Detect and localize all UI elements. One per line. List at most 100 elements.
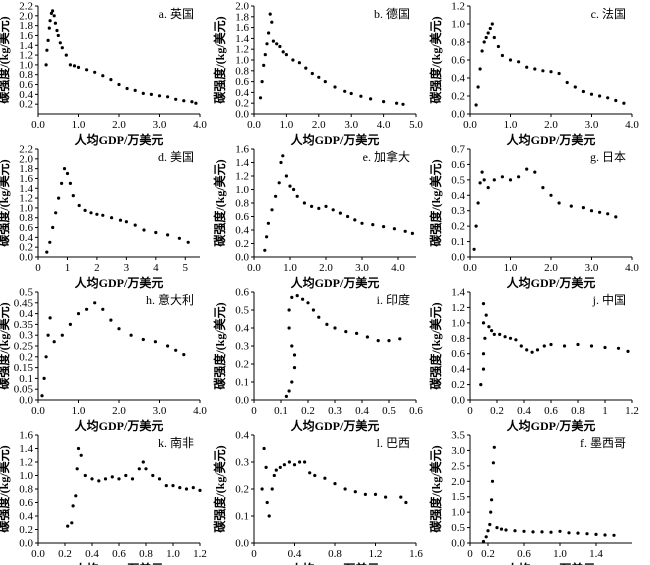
x-tick-label: 1.4	[589, 548, 603, 560]
data-point	[355, 331, 359, 335]
x-tick-label: 2.0	[112, 405, 126, 417]
data-point	[581, 206, 586, 210]
data-point	[263, 248, 267, 252]
data-point	[513, 529, 517, 533]
data-point	[369, 97, 373, 101]
y-tick-label: 3.5	[451, 430, 465, 442]
data-point	[557, 71, 561, 76]
data-point	[290, 344, 294, 348]
x-axis-label: 人均GDP/万美元	[291, 275, 380, 290]
data-point	[270, 20, 274, 24]
data-point	[488, 26, 492, 31]
data-point	[481, 321, 486, 325]
data-point	[65, 171, 70, 176]
data-point	[360, 221, 364, 225]
y-tick-label: 1.4	[235, 157, 249, 169]
data-point	[95, 212, 99, 216]
y-tick-label: 1.4	[235, 33, 249, 45]
data-point	[97, 479, 101, 483]
y-tick-label: 2.5	[451, 460, 465, 472]
data-point	[190, 100, 194, 104]
data-point	[302, 201, 306, 205]
data-point	[279, 160, 283, 165]
x-tick-label: 0.8	[571, 405, 585, 417]
data-point	[382, 100, 386, 104]
data-point	[500, 175, 504, 179]
data-point	[151, 473, 155, 478]
chart-title: e. 加拿大	[363, 149, 410, 164]
data-point	[301, 297, 305, 301]
data-point	[57, 196, 61, 200]
data-point	[274, 468, 278, 472]
data-point	[268, 12, 272, 16]
y-tick-label: 0.4	[235, 225, 249, 237]
data-point	[182, 99, 186, 103]
data-point	[117, 82, 121, 87]
y-tick-label: 0.3	[451, 205, 465, 217]
data-point	[395, 101, 399, 105]
data-point	[174, 97, 178, 101]
x-tick-label: 0	[467, 548, 473, 560]
y-axis-label: 碳强度/(kg/美元)	[428, 445, 443, 532]
data-point	[508, 336, 513, 340]
data-point	[76, 312, 81, 316]
data-point	[480, 170, 484, 174]
y-tick-label: 0.4	[19, 232, 33, 244]
data-point	[614, 98, 618, 103]
y-tick-label: 2.0	[19, 153, 33, 165]
y-tick-label: 0.35	[14, 319, 34, 331]
data-point	[481, 367, 486, 371]
data-point	[93, 70, 97, 74]
data-point	[291, 58, 295, 62]
y-tick-label: 1.0	[451, 507, 465, 519]
y-axis-label: 碳强度/(kg/美元)	[0, 302, 11, 389]
data-point	[70, 521, 74, 525]
y-tick-label: 0.25	[14, 341, 34, 353]
data-point	[55, 28, 59, 33]
data-point	[612, 533, 616, 537]
data-point	[576, 531, 580, 535]
data-point	[263, 53, 267, 57]
data-point	[194, 101, 198, 105]
data-point	[60, 181, 64, 185]
x-tick-label: 1.0	[504, 262, 518, 274]
chart-title: g. 日本	[590, 150, 626, 164]
y-tick-label: 0.5	[235, 305, 249, 317]
data-point	[166, 233, 170, 237]
x-tick-label: 3	[124, 262, 130, 274]
x-tick-label: 4.0	[625, 262, 639, 274]
chart-panel: 0.00.20.40.60.81.01.21.41.61.82.02.2 0 1 2 3…	[0, 144, 200, 290]
x-tick-label: 0.0	[463, 262, 477, 274]
data-point	[60, 46, 64, 50]
x-axis-label: 人均GDP/万美元	[291, 561, 380, 565]
y-tick-label: 1.6	[19, 30, 33, 42]
data-point	[118, 218, 123, 222]
x-tick-label: 1.2	[625, 405, 639, 417]
x-tick-label: 0.4	[85, 548, 99, 560]
data-point	[606, 96, 610, 100]
data-point	[549, 530, 553, 534]
data-point	[313, 473, 317, 478]
y-tick-label: 2.2	[19, 1, 33, 13]
x-tick-label: 4.0	[625, 119, 639, 131]
x-tick-label: 2.0	[112, 119, 126, 131]
data-point	[266, 221, 270, 225]
data-point	[110, 216, 114, 220]
data-point	[85, 307, 89, 311]
y-tick-label: 0.4	[451, 73, 465, 85]
data-point	[174, 348, 178, 352]
data-point	[589, 209, 594, 213]
data-point	[484, 35, 488, 40]
data-point	[476, 201, 480, 205]
data-point	[79, 453, 83, 457]
chart-panel: 0.00.20.40.60.81.01.21.41.61.82.00.0 1.0 2…	[212, 1, 423, 148]
data-point	[499, 527, 504, 531]
x-axis-label: 人均GDP/万美元	[75, 561, 164, 565]
x-tick-label: 5	[183, 262, 189, 274]
data-point	[109, 318, 113, 322]
data-point	[549, 342, 553, 347]
data-point	[535, 348, 540, 352]
y-tick-label: 1.4	[19, 40, 33, 52]
data-point	[474, 224, 478, 228]
y-tick-label: 0.8	[451, 37, 465, 49]
